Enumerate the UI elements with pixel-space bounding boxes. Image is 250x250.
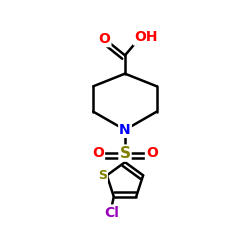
Text: O: O [146, 146, 158, 160]
Text: N: N [119, 123, 131, 137]
Text: S: S [98, 169, 107, 182]
Text: S: S [120, 146, 130, 160]
Text: O: O [98, 32, 110, 46]
Text: OH: OH [134, 30, 158, 44]
Text: O: O [92, 146, 104, 160]
Text: Cl: Cl [104, 206, 119, 220]
